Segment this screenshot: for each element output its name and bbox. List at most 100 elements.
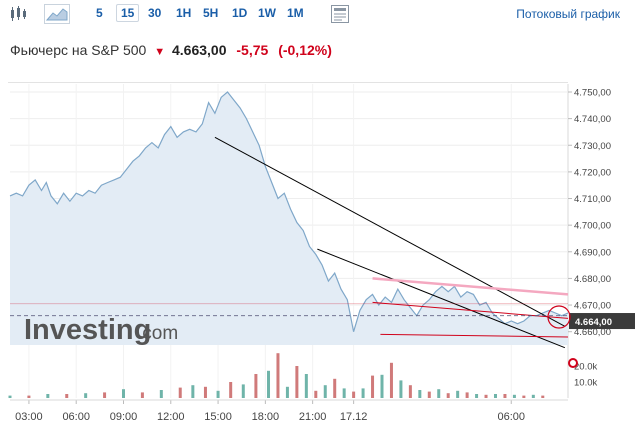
price-area-fill [10,92,568,345]
volume-bar [389,362,393,398]
stream-chart-link[interactable]: Потоковый график [516,7,620,21]
volume-bar [103,392,107,398]
header-divider [8,82,568,83]
y-tick-label: 4.750,00 [574,87,611,98]
volume-bar [541,395,545,398]
volume-bar [437,389,441,398]
y-tick-label: 4.710,00 [574,194,611,205]
highlight-circle [547,305,571,329]
volume-bar [121,389,125,398]
x-tick-label: 18:00 [252,411,280,423]
volume-bar [446,393,450,398]
volume-bar [522,395,526,398]
x-tick-label: 17.12 [340,411,368,423]
current-price-marker: 4.664,00 [547,305,635,369]
volume-bar [323,385,327,398]
volume-bar [352,391,356,398]
volume-bar [493,394,497,398]
y-tick-label: 4.720,00 [574,167,611,178]
volume-bar [465,392,469,398]
volume-bar [314,390,318,398]
volume-bar [418,390,422,398]
last-price: 4.663,00 [171,42,227,58]
interval-1h[interactable]: 1H [176,6,192,20]
x-tick-label: 06:00 [497,411,525,423]
volume-bar [27,395,31,398]
volume-bar [484,394,488,398]
x-tick-label: 09:00 [110,411,138,423]
volume-bar [46,394,50,398]
y-tick-label: 4.740,00 [574,114,611,125]
x-tick-label: 15:00 [204,411,232,423]
trendline [214,136,566,327]
y-tick-label: 4.660,00 [574,327,611,338]
watermark-suffix: .com [137,323,178,344]
volume-bar [427,391,431,398]
y-axis: 4.750,00 4.740,00 4.730,00 4.720,00 4.710,00… [568,87,611,389]
volume-bar [361,388,365,398]
volume-bar [380,374,384,398]
interval-1d[interactable]: 1D [232,6,248,20]
area-chart-icon[interactable] [44,4,70,24]
volume-bar [295,366,299,398]
x-tick-label: 21:00 [299,411,327,423]
x-axis: 03:00 06:00 09:00 12:00 15:00 18:00 21:00 17.12… [10,399,568,423]
volume-bar [285,386,289,398]
interval-15[interactable]: 15 [116,4,140,22]
volume-bar [241,384,245,398]
y-tick-label: 4.690,00 [574,247,611,258]
target-marker [568,358,578,369]
candlestick-icon[interactable] [8,4,28,24]
volume-bar [371,375,375,398]
volume-bar [512,394,516,398]
volume-bar [254,374,258,398]
volume-tick-label: 10.0k [574,378,597,389]
volume-bar [531,394,535,398]
volume-bar [503,394,507,398]
instrument-header: Фьючерс на S&P 500 ▼ 4.663,00 -5,75 (-0,… [10,42,332,58]
interval-5h[interactable]: 5H [203,6,219,20]
x-tick-label: 12:00 [157,411,185,423]
price-change-pct: (-0,12%) [278,42,332,58]
interval-1m[interactable]: 1M [287,6,304,20]
volume-bar [140,392,144,398]
volume-bar [408,385,412,398]
y-tick-label: 4.700,00 [574,221,611,232]
volume-bars [8,353,545,398]
news-icon[interactable] [330,4,350,24]
volume-bar [229,382,233,398]
volume-bar [342,388,346,398]
watermark-brand: Investing [24,314,151,346]
volume-bar [191,385,195,398]
trendline [372,277,569,296]
volume-bar [203,386,207,398]
volume-bar [65,394,69,398]
volume-bar [276,353,280,398]
volume-bar [267,370,271,398]
volume-tick-label: 20.0k [574,362,597,373]
instrument-name: Фьючерс на S&P 500 [10,42,147,58]
price-line [9,91,569,332]
trendline [380,333,569,338]
interval-5[interactable]: 5 [96,6,103,20]
trendline [317,248,566,349]
volume-bar [399,380,403,398]
investing-watermark: Investing .com [24,314,178,346]
volume-bar [333,378,337,398]
current-price-label: 4.664,00 [575,317,612,328]
annotations [10,136,569,349]
volume-bar [8,395,12,398]
x-tick-label: 03:00 [15,411,43,423]
interval-1w[interactable]: 1W [258,6,276,20]
interval-30[interactable]: 30 [148,6,162,20]
y-tick-label: 4.670,00 [574,301,611,312]
price-area [9,91,569,345]
volume-bar [159,390,163,398]
y-tick-label: 4.680,00 [574,274,611,285]
volume-bar [178,387,182,398]
volume-bar [304,374,308,398]
current-price-box [569,313,635,330]
volume-bar [456,390,460,398]
y-tick-label: 4.730,00 [574,141,611,152]
